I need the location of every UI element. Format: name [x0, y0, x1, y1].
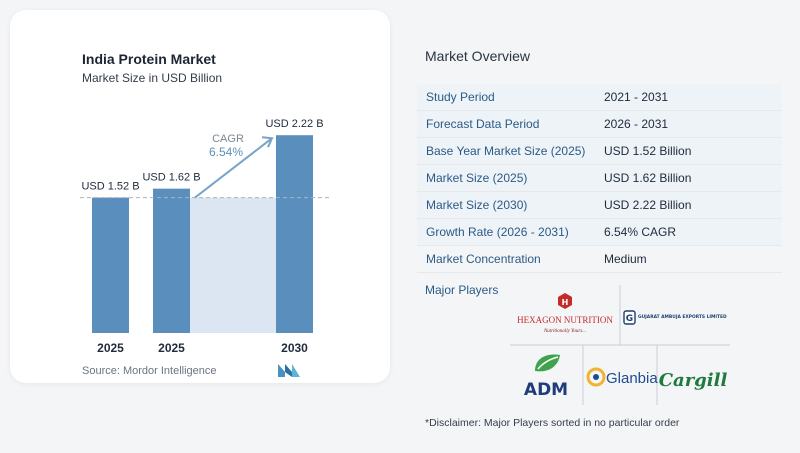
row-value: 2021 - 2031: [604, 90, 669, 104]
table-row: Market Size (2030) USD 2.22 Billion: [417, 192, 782, 219]
value-label-0: USD 1.52 B: [81, 181, 139, 193]
row-value: 2026 - 2031: [604, 117, 669, 131]
row-key: Forecast Data Period: [426, 117, 540, 131]
cagr-label: CAGR: [212, 133, 244, 145]
gujarat-ambuja-logo: G GUJARAT AMBUJA EXPORTS LIMITED: [623, 310, 727, 325]
bar-1: [153, 188, 190, 333]
mordor-intelligence-logo: [278, 364, 300, 377]
overview-title: Market Overview: [425, 48, 531, 64]
table-row: Study Period 2021 - 2031: [417, 84, 782, 111]
table-row: Base Year Market Size (2025) USD 1.52 Bi…: [417, 138, 782, 165]
table-row: Growth Rate (2026 - 2031) 6.54% CAGR: [417, 219, 782, 246]
hexagon-nutrition-logo: H HEXAGON NUTRITION Nutritionally Yours.…: [517, 293, 613, 334]
row-value: USD 2.22 Billion: [604, 198, 692, 212]
row-key: Market Concentration: [426, 252, 541, 266]
projection-band: [190, 197, 276, 333]
value-label-2: USD 2.22 B: [265, 118, 323, 130]
row-key: Market Size (2025): [426, 171, 528, 185]
svg-text:Nutritionally Yours...: Nutritionally Yours...: [543, 329, 586, 334]
overview-table: Study Period 2021 - 2031 Forecast Data P…: [417, 84, 782, 273]
row-value: USD 1.62 Billion: [604, 171, 692, 185]
major-players-label: Major Players: [425, 283, 499, 297]
svg-text:GUJARAT AMBUJA EXPORTS LIMITED: GUJARAT AMBUJA EXPORTS LIMITED: [638, 314, 727, 320]
category-label-1: 2025: [158, 341, 185, 355]
row-key: Growth Rate (2026 - 2031): [426, 225, 569, 239]
source-note: Source: Mordor Intelligence: [82, 365, 217, 377]
cagr-arrow-head: [261, 136, 274, 148]
table-row: Market Concentration Medium: [417, 246, 782, 273]
category-label-0: 2025: [97, 341, 124, 355]
cargill-logo: Cargill: [659, 370, 728, 391]
glanbia-logo: Glanbia: [586, 367, 658, 387]
row-key: Base Year Market Size (2025): [426, 144, 586, 158]
chart-title: India Protein Market: [82, 51, 216, 67]
row-value: 6.54% CAGR: [604, 225, 677, 239]
svg-text:Glanbia: Glanbia: [606, 370, 658, 387]
svg-text:G: G: [626, 314, 633, 324]
row-key: Market Size (2030): [426, 198, 528, 212]
cagr-value: 6.54%: [209, 145, 243, 159]
adm-logo: ADM: [524, 354, 568, 400]
table-row: Market Size (2025) USD 1.62 Billion: [417, 165, 782, 192]
major-players-logos: H HEXAGON NUTRITION Nutritionally Yours.…: [510, 285, 730, 405]
row-key: Study Period: [426, 90, 495, 104]
row-value: Medium: [604, 252, 647, 266]
svg-text:ADM: ADM: [524, 380, 568, 400]
svg-text:HEXAGON NUTRITION: HEXAGON NUTRITION: [517, 315, 613, 325]
row-value: USD 1.52 Billion: [604, 144, 692, 158]
category-label-2: 2030: [281, 341, 308, 355]
table-row: Forecast Data Period 2026 - 2031: [417, 111, 782, 138]
bar-2: [276, 135, 313, 333]
svg-text:H: H: [562, 298, 569, 307]
cagr-arrow: [194, 137, 273, 199]
svg-text:Cargill: Cargill: [659, 370, 728, 391]
chart-subtitle: Market Size in USD Billion: [82, 71, 223, 85]
disclaimer: *Disclaimer: Major Players sorted in no …: [425, 417, 680, 429]
value-label-1: USD 1.62 B: [142, 172, 200, 184]
bar-0: [92, 197, 129, 333]
